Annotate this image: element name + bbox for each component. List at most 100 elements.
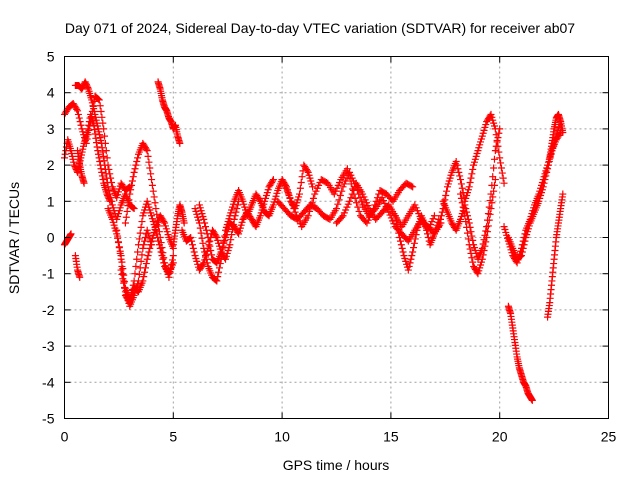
data-point [105,186,113,194]
data-point [490,155,498,163]
x-tick-label: 20 [492,429,508,445]
data-point [141,234,149,241]
data-point [556,130,564,138]
data-point [457,176,465,184]
data-point [84,84,92,92]
data-point [467,249,475,257]
data-point [468,254,476,262]
y-tick-label: -2 [42,302,55,318]
data-point [169,252,177,260]
data-point [297,178,305,186]
data-point [117,266,125,274]
y-tick-label: 5 [47,49,55,65]
grid-lines [64,56,609,419]
data-point [226,241,234,249]
data-point [204,234,212,241]
data-point [289,201,297,209]
data-point [145,158,153,166]
data-point [120,279,128,287]
data-point [518,248,526,256]
data-point [131,270,139,278]
data-point [155,228,163,236]
data-point [147,170,155,178]
data-point [148,176,156,184]
data-point [143,255,151,263]
data-point [454,165,462,173]
data-point [487,205,495,213]
data-point [98,144,106,152]
data-point [122,213,130,221]
data-point [399,248,407,256]
data-point [140,241,148,249]
data-point [201,219,209,227]
data-point [334,200,342,208]
data-point [423,230,431,238]
data-point [491,176,499,184]
data-point [91,130,99,138]
data-point [495,148,503,156]
data-point [157,239,165,247]
data-point [97,139,105,147]
data-point [91,126,99,134]
data-point [349,186,357,194]
data-point [544,165,552,173]
data-point [489,193,497,201]
data-point [160,218,168,226]
data-point [338,213,346,221]
data-point [544,161,552,169]
data-point [150,193,158,201]
data-point [138,251,146,259]
data-point [73,167,81,175]
data-point [205,238,213,246]
x-tick-label: 25 [601,429,617,445]
data-point [96,102,104,110]
data-point [478,255,486,263]
data-point [101,132,109,140]
data-point [115,244,123,252]
data-point [269,176,277,184]
data-point [107,194,115,202]
data-point [129,204,137,212]
data-point [97,108,105,116]
data-point [188,241,196,249]
data-point [202,226,210,234]
data-point [484,222,492,230]
data-point [212,276,220,284]
data-point [303,167,311,175]
data-point [269,177,277,185]
data-point [469,165,477,173]
data-point [167,265,175,273]
data-point [114,232,122,240]
data-point [126,190,134,198]
data-point [559,190,567,198]
data-point [343,165,351,173]
data-point [520,241,528,249]
data-point [304,212,312,220]
data-point [457,194,465,202]
data-point [155,222,163,230]
data-point [357,197,365,205]
data-point [457,180,465,188]
data-point [286,194,294,202]
data-point [235,197,243,205]
data-point [144,152,152,160]
data-point [309,194,317,202]
data-point [393,220,401,228]
data-point [132,262,140,270]
data-point [391,212,399,220]
data-point [84,125,92,133]
data-point [490,164,498,172]
data-point [141,268,149,276]
y-tick-label: 3 [47,121,55,137]
data-point [497,164,505,172]
data-point [347,194,355,202]
data-point [206,242,214,250]
data-point [176,139,184,147]
data-points [61,78,567,404]
data-point [296,190,304,198]
x-tick-labels: 0 5 10 15 20 25 [61,429,617,445]
data-point [106,190,114,198]
data-point [165,273,173,281]
data-point [541,176,549,184]
